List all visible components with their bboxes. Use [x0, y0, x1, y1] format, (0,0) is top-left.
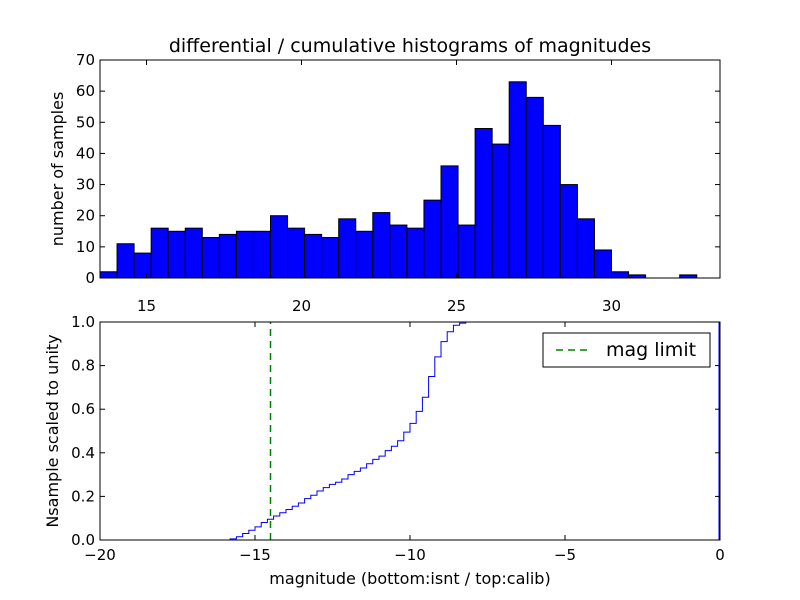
y-tick-label: 1.0	[71, 313, 95, 331]
histogram-bar	[116, 243, 135, 279]
y-tick-label: 0.0	[71, 531, 95, 549]
y-tick-label: 30	[76, 176, 95, 194]
y-tick-label: 10	[76, 238, 95, 256]
y-tick-label: 20	[76, 207, 95, 225]
x-tick-label: 30	[602, 297, 621, 315]
x-tick-label: −20	[84, 546, 116, 564]
histogram-bar	[355, 230, 374, 279]
y-tick-label: 40	[76, 144, 95, 162]
histogram-bar	[593, 249, 613, 279]
x-tick-label: 25	[447, 297, 466, 315]
histogram-bar	[611, 271, 630, 279]
histogram-bar	[338, 218, 357, 279]
y-tick-label: 70	[76, 51, 95, 69]
legend-label: mag limit	[606, 339, 696, 361]
histogram-bar	[201, 237, 220, 279]
histogram-bar	[150, 227, 169, 279]
x-tick-label: 15	[137, 297, 156, 315]
top-chart-title: differential / cumulative histograms of …	[169, 35, 651, 57]
histogram-bar	[525, 96, 544, 279]
y-tick-label: 50	[76, 113, 95, 131]
bottom-plot-frame	[99, 321, 721, 541]
histogram-bar	[491, 143, 510, 279]
histogram-bar	[559, 184, 578, 279]
histogram-bar	[406, 227, 425, 279]
x-tick-label: 20	[292, 297, 311, 315]
bottom-ticks-group: 0.0 0.2 0.4 0.6 0.8 1.0 −20 −15 −10 −5 0	[71, 313, 725, 564]
bottom-lines-group	[100, 321, 720, 541]
y-tick-label: 60	[76, 82, 95, 100]
histogram-bar	[235, 230, 254, 279]
cumulative-step-line	[100, 321, 719, 541]
y-tick-label: 0.6	[71, 400, 95, 418]
histogram-bar	[270, 215, 289, 279]
x-tick-label: −10	[394, 546, 426, 564]
legend: mag limit	[542, 332, 711, 368]
y-tick-label: 0.2	[71, 487, 95, 505]
histogram-bar	[423, 199, 442, 279]
histogram-bar	[133, 252, 152, 279]
histogram-bar	[457, 224, 476, 279]
x-tick-label: 0	[715, 546, 725, 564]
histogram-bar	[167, 230, 186, 279]
histogram-bar	[252, 230, 271, 279]
histogram-bar	[99, 271, 118, 279]
top-plot-frame	[99, 59, 721, 279]
histogram-bar	[218, 233, 237, 279]
histogram-bar	[321, 237, 340, 279]
histogram-bar	[372, 212, 391, 279]
top-bars-group	[99, 81, 698, 279]
top-y-axis-label: number of samples	[48, 92, 67, 247]
histogram-bar	[184, 227, 203, 279]
y-tick-label: 0.4	[71, 444, 95, 462]
y-tick-label: 0	[85, 269, 95, 287]
histogram-bar	[508, 81, 527, 279]
bottom-x-axis-label: magnitude (bottom:isnt / top:calib)	[269, 569, 550, 588]
histogram-bar	[542, 124, 561, 279]
histogram-bar	[304, 233, 323, 279]
x-tick-label: −5	[554, 546, 576, 564]
histogram-bar	[474, 128, 493, 279]
histogram-bar	[287, 227, 306, 279]
x-tick-label: −15	[239, 546, 271, 564]
histogram-bar	[440, 165, 459, 279]
bottom-y-axis-label: Nsample scaled to unity	[43, 334, 62, 527]
histogram-bar	[389, 224, 408, 279]
y-tick-label: 0.8	[71, 357, 95, 375]
histogram-bar	[576, 218, 595, 279]
top-ticks-group: 0 10 20 30 40 50 60 70 15 20 25 30	[76, 51, 720, 315]
